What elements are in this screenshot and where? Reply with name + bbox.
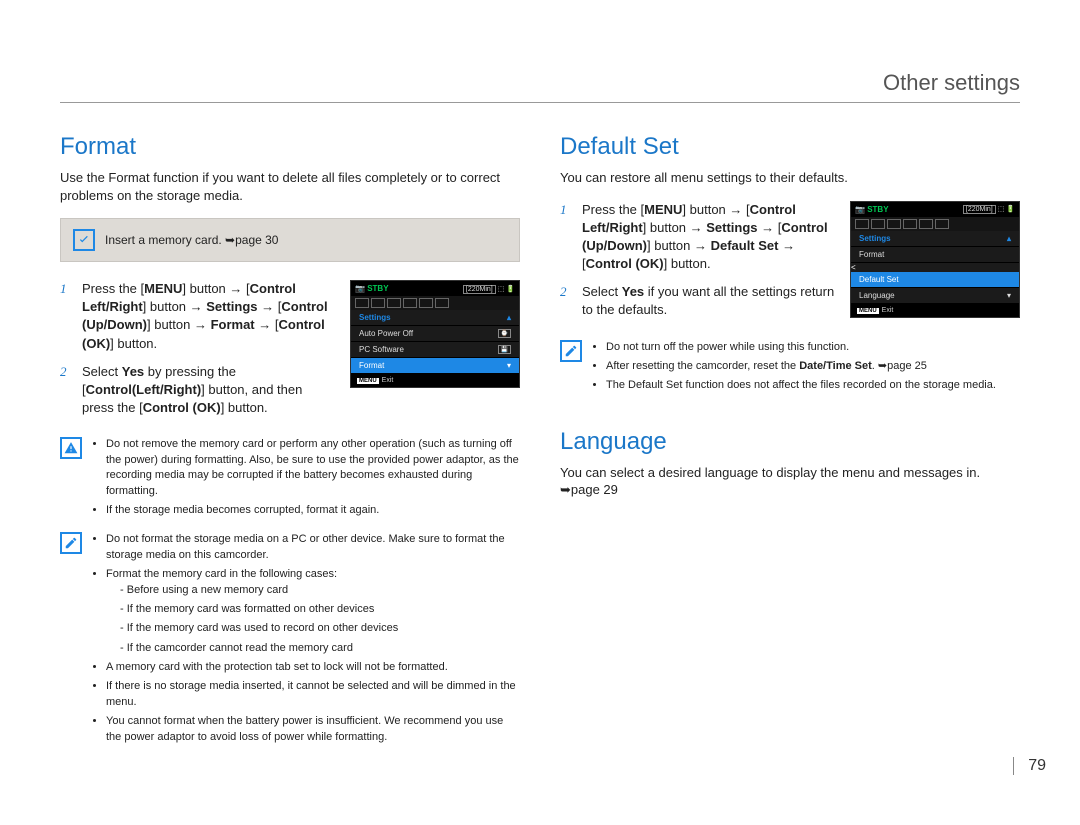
- format-step-1: 1 Press the [MENU] button → [Control Lef…: [60, 280, 336, 353]
- check-icon: [73, 229, 95, 251]
- defaultset-title: Default Set: [560, 133, 1020, 161]
- format-title: Format: [60, 133, 520, 161]
- format-step-2: 2 Select Yes by pressing the [Control(Le…: [60, 363, 336, 418]
- pencil-icon: [560, 340, 582, 362]
- format-tips: Do not format the storage media on a PC …: [60, 532, 520, 749]
- defaultset-tips: Do not turn off the power while using th…: [560, 340, 1020, 398]
- defaultset-step-2: 2 Select Yes if you want all the setting…: [560, 283, 836, 319]
- page-header: Other settings: [60, 70, 1020, 103]
- format-lcd: 📷 STBY [220Min] ⬚ 🔋 Settings▴ Auto Power…: [350, 280, 520, 388]
- defaultset-intro: You can restore all menu settings to the…: [560, 169, 1020, 187]
- warning-icon: [60, 437, 82, 459]
- defaultset-lcd: 📷 STBY [220Min] ⬚ 🔋 Settings▴ Format < D…: [850, 201, 1020, 318]
- page-number: 79: [1013, 757, 1046, 775]
- memcard-note: Insert a memory card. ➥page 30: [60, 218, 520, 262]
- pencil-icon: [60, 532, 82, 554]
- memcard-note-text: Insert a memory card. ➥page 30: [105, 233, 278, 247]
- language-intro: You can select a desired language to dis…: [560, 464, 1020, 499]
- format-intro: Use the Format function if you want to d…: [60, 169, 520, 204]
- format-warning: Do not remove the memory card or perform…: [60, 437, 520, 522]
- language-title: Language: [560, 428, 1020, 456]
- defaultset-step-1: 1 Press the [MENU] button → [Control Lef…: [560, 201, 836, 274]
